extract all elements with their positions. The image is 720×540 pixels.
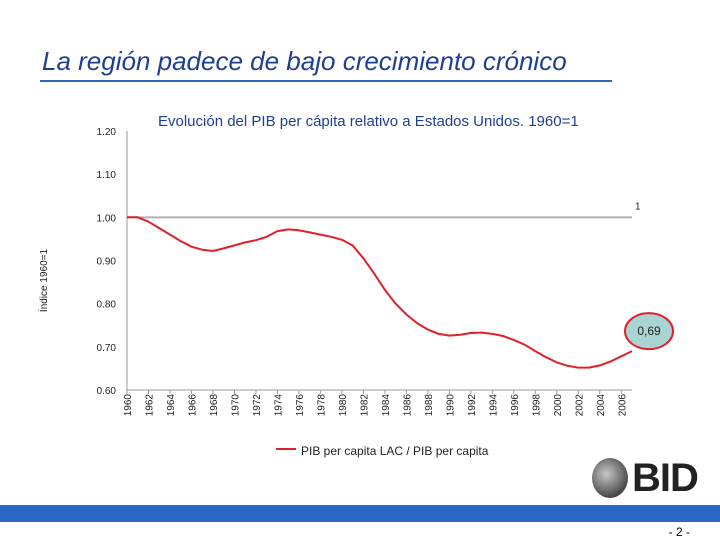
x-tick-label: 1960 [123,394,134,417]
x-tick-label: 1998 [531,394,542,417]
x-tick-label: 1988 [424,394,435,417]
series-line [127,216,633,369]
x-tick-label: 1990 [445,394,456,417]
y-tick-label: 0.90 [97,257,117,268]
line-chart: Evolución del PIB per cápita relativo a … [37,113,674,458]
x-tick-label: 2006 [617,394,628,417]
bid-logo: BID [592,456,702,500]
y-tick-label: 0.80 [97,300,117,311]
x-tick-label: 1986 [402,394,413,417]
y-tick-label: 1.00 [97,213,117,224]
x-tick-label: 2004 [596,394,607,417]
footer-bar [0,505,720,522]
legend-label: PIB per capita LAC / PIB per capita [301,444,489,458]
x-tick-label: 1976 [295,394,306,417]
x-tick-label: 1992 [467,394,478,417]
reference-line-label: 1 [635,201,641,212]
x-tick-label: 1984 [381,394,392,417]
x-tick-label: 1974 [273,394,284,417]
y-tick-label: 1.10 [97,170,117,181]
x-tick-label: 1996 [510,394,521,417]
globe-icon [592,458,628,498]
y-tick-label: 0.70 [97,343,117,354]
x-tick-label: 2002 [574,394,585,417]
title-underline [40,80,612,82]
x-tick-label: 1966 [187,394,198,417]
x-tick-label: 2000 [553,394,564,417]
x-tick-label: 1964 [166,394,177,417]
page-number: - 2 - [668,525,690,539]
x-tick-label: 1962 [144,394,155,417]
end-callout-label: 0,69 [637,324,661,338]
slide-title: La región padece de bajo crecimiento cró… [42,46,567,76]
y-tick-label: 0.60 [97,386,117,397]
chart-title: Evolución del PIB per cápita relativo a … [158,113,579,130]
end-callout-bubble [624,312,674,351]
y-axis-label: Índice 1960=1 [37,249,50,313]
x-tick-label: 1994 [488,394,499,417]
y-tick-label: 1.20 [97,127,117,138]
x-tick-label: 1982 [359,394,370,417]
x-tick-label: 1970 [230,394,241,417]
x-tick-label: 1968 [209,394,220,417]
x-tick-label: 1980 [338,394,349,417]
x-tick-label: 1972 [252,394,263,417]
x-tick-label: 1978 [316,394,327,417]
logo-text: BID [632,456,699,500]
